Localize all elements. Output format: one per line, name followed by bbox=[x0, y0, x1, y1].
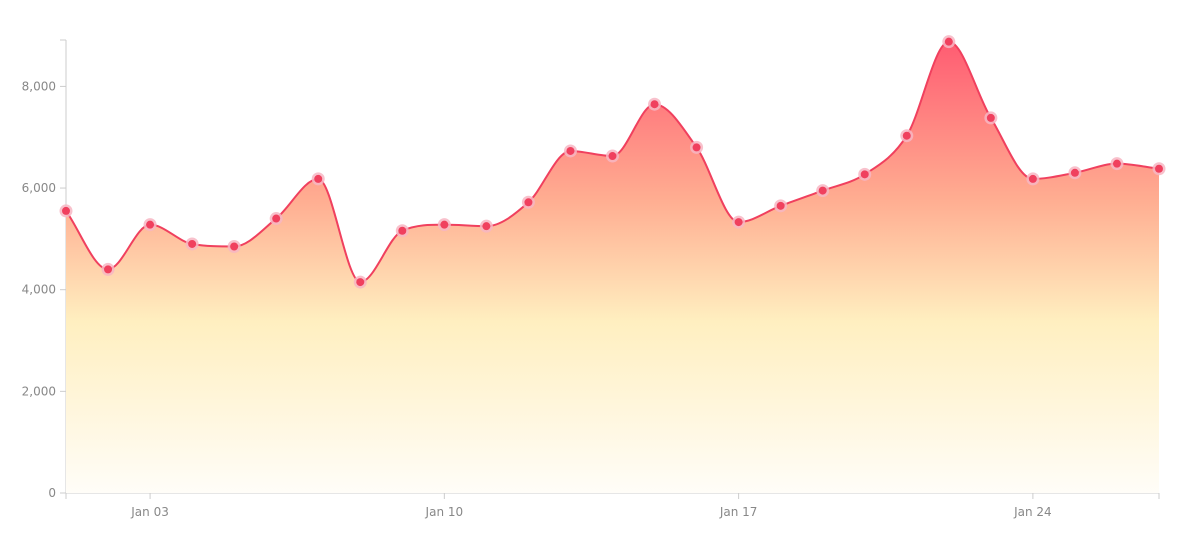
y-tick-label: 6,000 bbox=[22, 181, 56, 195]
data-point[interactable] bbox=[143, 218, 157, 232]
data-point-dot bbox=[524, 198, 533, 207]
y-tick-label: 2,000 bbox=[22, 384, 56, 398]
data-point[interactable] bbox=[563, 144, 577, 158]
data-point[interactable] bbox=[1152, 162, 1166, 176]
data-point[interactable] bbox=[648, 97, 662, 111]
data-point-dot bbox=[692, 143, 701, 152]
data-point[interactable] bbox=[858, 167, 872, 181]
data-point[interactable] bbox=[395, 224, 409, 238]
data-point[interactable] bbox=[690, 140, 704, 154]
x-tick-label: Jan 03 bbox=[130, 505, 169, 519]
data-point[interactable] bbox=[774, 199, 788, 213]
data-point-dot bbox=[650, 100, 659, 109]
data-point-dot bbox=[62, 206, 70, 215]
data-points bbox=[59, 35, 1166, 289]
data-point-dot bbox=[1112, 159, 1121, 168]
data-point[interactable] bbox=[59, 204, 73, 218]
data-point[interactable] bbox=[479, 219, 493, 233]
data-point-dot bbox=[1155, 164, 1163, 173]
data-point-dot bbox=[776, 201, 785, 210]
data-point-dot bbox=[272, 214, 281, 223]
data-point-dot bbox=[188, 239, 197, 248]
data-point[interactable] bbox=[1110, 157, 1124, 171]
data-point[interactable] bbox=[1068, 166, 1082, 180]
data-point-dot bbox=[356, 278, 365, 287]
data-point[interactable] bbox=[984, 111, 998, 125]
data-point-dot bbox=[230, 242, 239, 251]
data-point-dot bbox=[944, 37, 953, 46]
data-point-dot bbox=[1070, 168, 1079, 177]
data-point[interactable] bbox=[816, 184, 830, 198]
data-point-dot bbox=[104, 265, 113, 274]
data-point[interactable] bbox=[942, 35, 956, 49]
data-point-dot bbox=[398, 226, 407, 235]
data-point[interactable] bbox=[227, 240, 241, 253]
data-point-dot bbox=[440, 220, 449, 229]
y-tick-label: 8,000 bbox=[22, 79, 56, 93]
data-point-dot bbox=[902, 131, 911, 140]
data-point[interactable] bbox=[900, 129, 914, 143]
data-point[interactable] bbox=[521, 195, 535, 209]
data-point-dot bbox=[1028, 174, 1037, 183]
x-tick-label: Jan 17 bbox=[719, 505, 758, 519]
data-point-dot bbox=[608, 152, 617, 161]
data-point[interactable] bbox=[185, 237, 199, 251]
data-point[interactable] bbox=[732, 215, 746, 229]
x-tick-label: Jan 24 bbox=[1013, 505, 1052, 519]
data-point-dot bbox=[482, 222, 491, 231]
data-point[interactable] bbox=[437, 218, 451, 232]
data-point[interactable] bbox=[101, 262, 115, 276]
data-point-dot bbox=[146, 220, 155, 229]
data-point-dot bbox=[860, 170, 869, 179]
area-fill bbox=[66, 41, 1159, 493]
y-axis: 0 2,000 4,000 6,000 8,000 bbox=[22, 39, 67, 500]
data-point-dot bbox=[986, 113, 995, 122]
x-axis: Jan 03 Jan 10 Jan 17 Jan 24 bbox=[65, 492, 1160, 519]
data-point[interactable] bbox=[311, 172, 325, 186]
data-point[interactable] bbox=[353, 275, 367, 289]
data-point-dot bbox=[818, 186, 827, 195]
data-point-dot bbox=[734, 218, 743, 227]
data-point[interactable] bbox=[269, 212, 283, 226]
data-point[interactable] bbox=[1026, 172, 1040, 186]
data-point-dot bbox=[566, 146, 575, 155]
data-point[interactable] bbox=[606, 149, 619, 163]
y-tick-label: 4,000 bbox=[22, 283, 56, 297]
y-tick-label: 0 bbox=[48, 486, 56, 500]
x-tick-label: Jan 10 bbox=[425, 505, 464, 519]
data-point-dot bbox=[314, 174, 323, 183]
